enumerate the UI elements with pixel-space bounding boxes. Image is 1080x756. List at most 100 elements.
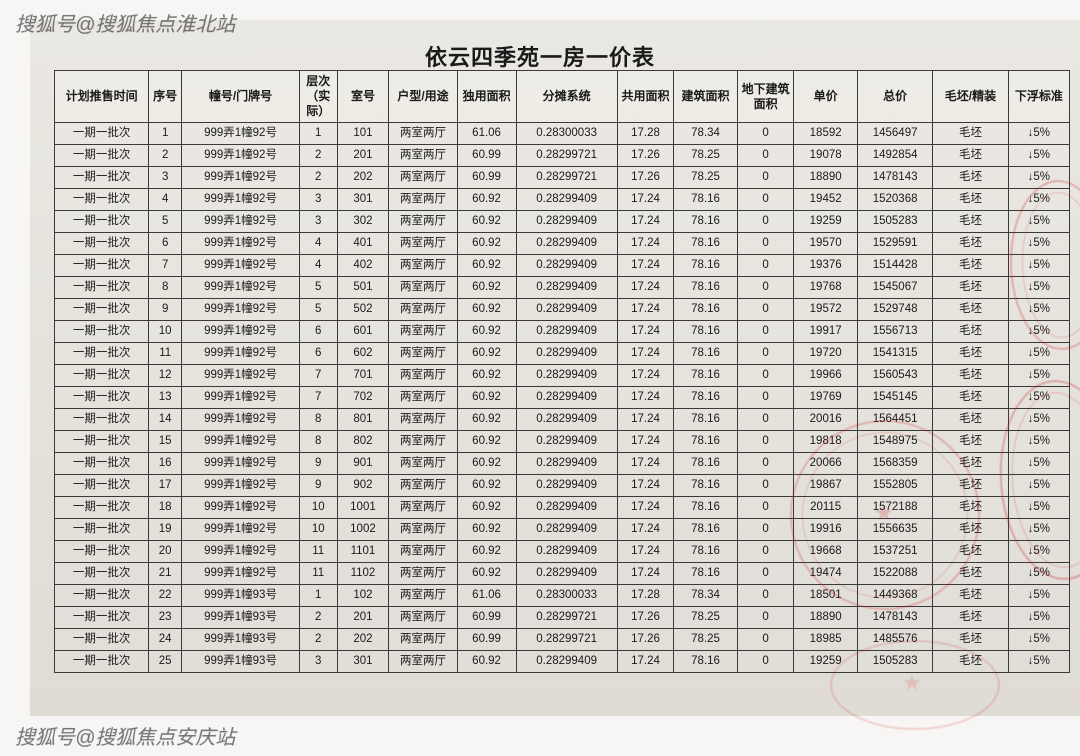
cell-gross: 78.16	[674, 497, 738, 519]
cell-fit: 毛坯	[933, 233, 1008, 255]
cell-under: 0	[737, 387, 794, 409]
cell-fit: 毛坯	[933, 189, 1008, 211]
cell-disc: ↓5%	[1008, 585, 1069, 607]
table-row: 一期一批次20999弄1幢92号111101两室两厅60.920.2829940…	[55, 541, 1070, 563]
cell-shared: 17.24	[617, 453, 674, 475]
cell-share: 0.28299721	[516, 607, 617, 629]
cell-plan: 一期一批次	[55, 321, 149, 343]
cell-plan: 一期一批次	[55, 189, 149, 211]
cell-total: 1572188	[857, 497, 932, 519]
cell-building: 999弄1幢92号	[182, 541, 300, 563]
cell-building: 999弄1幢92号	[182, 475, 300, 497]
cell-building: 999弄1幢92号	[182, 431, 300, 453]
cell-type: 两室两厅	[389, 233, 457, 255]
cell-share: 0.28299409	[516, 475, 617, 497]
cell-seq: 10	[149, 321, 182, 343]
cell-own: 60.92	[457, 321, 516, 343]
cell-building: 999弄1幢92号	[182, 123, 300, 145]
cell-floor: 7	[299, 365, 337, 387]
cell-gross: 78.16	[674, 431, 738, 453]
cell-disc: ↓5%	[1008, 453, 1069, 475]
cell-unit: 19452	[794, 189, 858, 211]
col-gross: 建筑面积	[674, 71, 738, 123]
cell-unit: 19768	[794, 277, 858, 299]
table-row: 一期一批次2999弄1幢92号2201两室两厅60.990.2829972117…	[55, 145, 1070, 167]
table-row: 一期一批次13999弄1幢92号7702两室两厅60.920.282994091…	[55, 387, 1070, 409]
table-row: 一期一批次19999弄1幢92号101002两室两厅60.920.2829940…	[55, 519, 1070, 541]
cell-type: 两室两厅	[389, 299, 457, 321]
cell-type: 两室两厅	[389, 453, 457, 475]
table-row: 一期一批次6999弄1幢92号4401两室两厅60.920.2829940917…	[55, 233, 1070, 255]
cell-room: 501	[337, 277, 389, 299]
cell-room: 402	[337, 255, 389, 277]
cell-seq: 7	[149, 255, 182, 277]
cell-gross: 78.16	[674, 453, 738, 475]
cell-shared: 17.24	[617, 299, 674, 321]
cell-seq: 16	[149, 453, 182, 475]
cell-room: 601	[337, 321, 389, 343]
cell-total: 1529748	[857, 299, 932, 321]
cell-own: 60.92	[457, 299, 516, 321]
cell-own: 60.92	[457, 541, 516, 563]
cell-room: 502	[337, 299, 389, 321]
cell-plan: 一期一批次	[55, 585, 149, 607]
cell-total: 1449368	[857, 585, 932, 607]
cell-share: 0.28299409	[516, 541, 617, 563]
cell-share: 0.28299409	[516, 233, 617, 255]
cell-unit: 19867	[794, 475, 858, 497]
cell-shared: 17.24	[617, 321, 674, 343]
col-share: 分摊系统	[516, 71, 617, 123]
cell-building: 999弄1幢92号	[182, 277, 300, 299]
cell-unit: 19966	[794, 365, 858, 387]
col-room: 室号	[337, 71, 389, 123]
cell-gross: 78.16	[674, 541, 738, 563]
cell-room: 602	[337, 343, 389, 365]
cell-disc: ↓5%	[1008, 123, 1069, 145]
cell-gross: 78.16	[674, 211, 738, 233]
cell-shared: 17.24	[617, 387, 674, 409]
cell-own: 60.92	[457, 563, 516, 585]
cell-floor: 8	[299, 409, 337, 431]
cell-total: 1485576	[857, 629, 932, 651]
cell-under: 0	[737, 321, 794, 343]
cell-under: 0	[737, 167, 794, 189]
cell-share: 0.28299409	[516, 409, 617, 431]
cell-unit: 20115	[794, 497, 858, 519]
cell-share: 0.28300033	[516, 585, 617, 607]
cell-plan: 一期一批次	[55, 343, 149, 365]
cell-total: 1514428	[857, 255, 932, 277]
cell-disc: ↓5%	[1008, 211, 1069, 233]
cell-plan: 一期一批次	[55, 607, 149, 629]
cell-shared: 17.28	[617, 585, 674, 607]
cell-building: 999弄1幢92号	[182, 211, 300, 233]
cell-shared: 17.26	[617, 607, 674, 629]
cell-gross: 78.34	[674, 123, 738, 145]
cell-fit: 毛坯	[933, 651, 1008, 673]
cell-plan: 一期一批次	[55, 255, 149, 277]
cell-unit: 19916	[794, 519, 858, 541]
cell-shared: 17.24	[617, 277, 674, 299]
cell-under: 0	[737, 233, 794, 255]
cell-total: 1560543	[857, 365, 932, 387]
cell-room: 401	[337, 233, 389, 255]
cell-type: 两室两厅	[389, 211, 457, 233]
cell-disc: ↓5%	[1008, 277, 1069, 299]
cell-share: 0.28299409	[516, 321, 617, 343]
cell-disc: ↓5%	[1008, 629, 1069, 651]
cell-unit: 19818	[794, 431, 858, 453]
table-row: 一期一批次16999弄1幢92号9901两室两厅60.920.282994091…	[55, 453, 1070, 475]
cell-fit: 毛坯	[933, 409, 1008, 431]
cell-room: 1102	[337, 563, 389, 585]
cell-plan: 一期一批次	[55, 541, 149, 563]
col-total: 总价	[857, 71, 932, 123]
cell-shared: 17.24	[617, 651, 674, 673]
cell-unit: 19720	[794, 343, 858, 365]
cell-plan: 一期一批次	[55, 629, 149, 651]
cell-shared: 17.24	[617, 563, 674, 585]
cell-type: 两室两厅	[389, 255, 457, 277]
cell-building: 999弄1幢92号	[182, 409, 300, 431]
cell-room: 902	[337, 475, 389, 497]
cell-total: 1545145	[857, 387, 932, 409]
cell-floor: 3	[299, 651, 337, 673]
cell-fit: 毛坯	[933, 343, 1008, 365]
